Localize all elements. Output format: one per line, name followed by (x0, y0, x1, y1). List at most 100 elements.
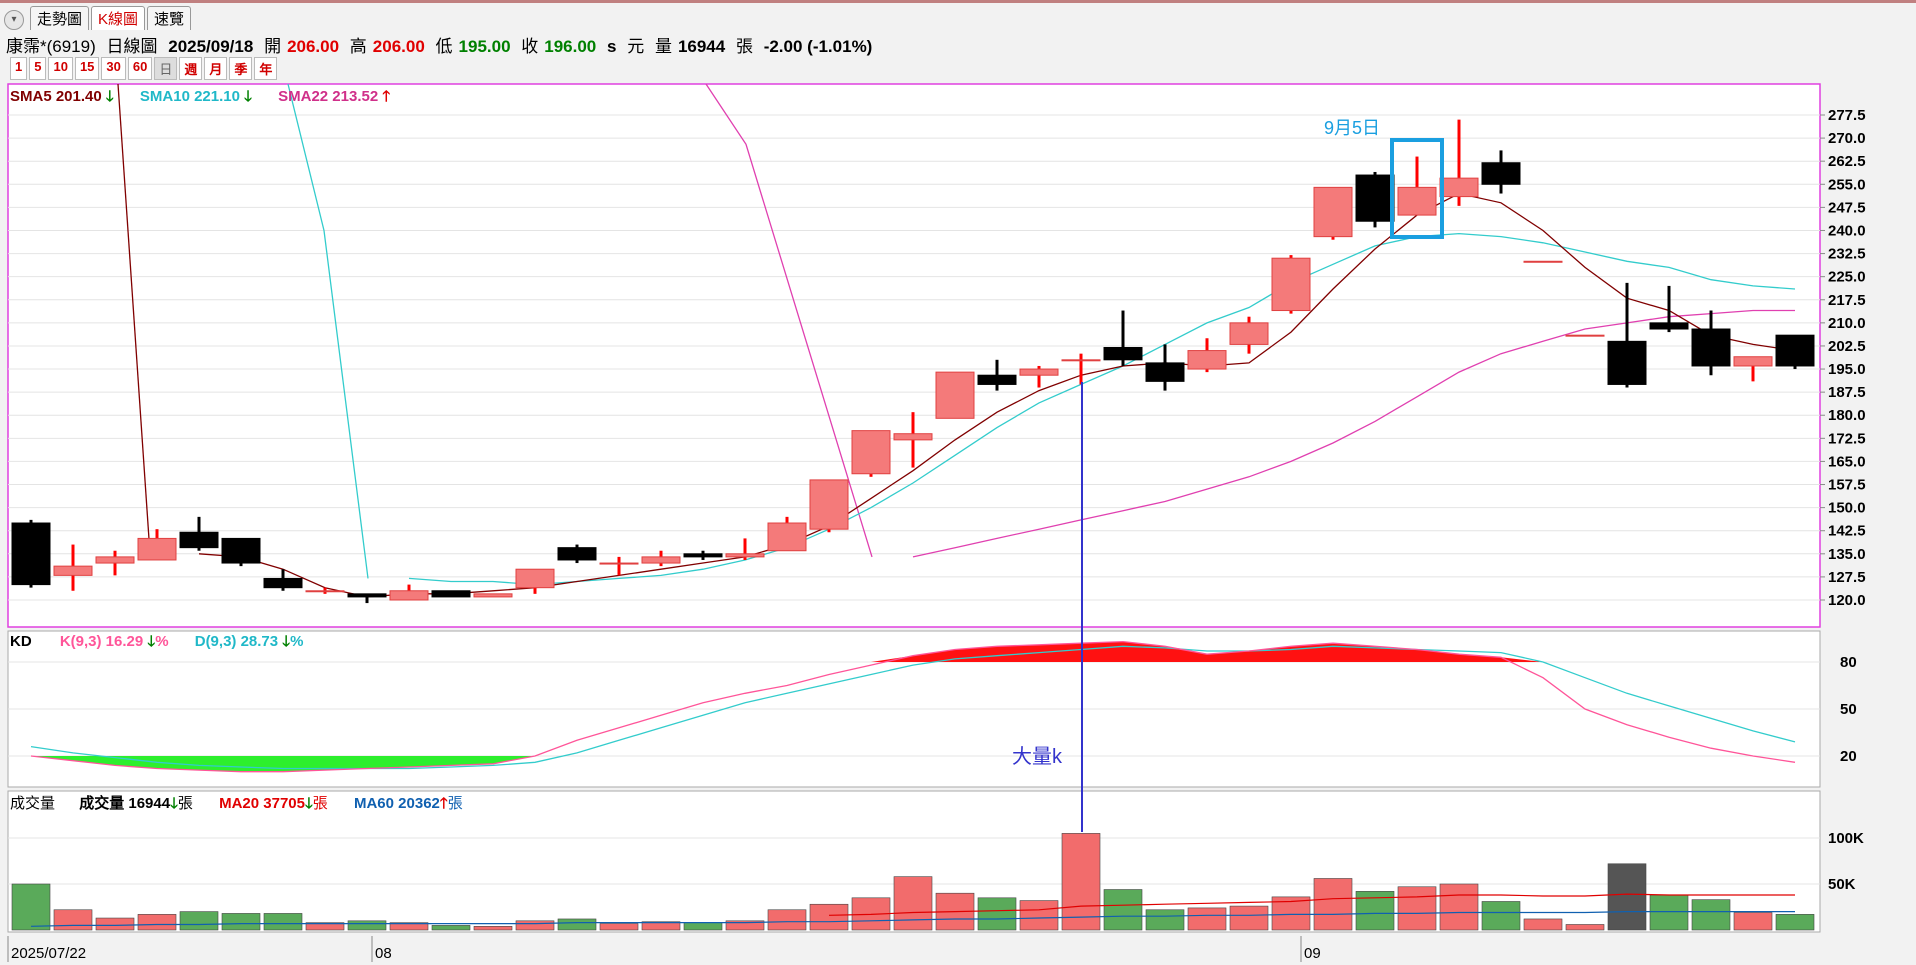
dropdown-icon[interactable]: ▾ (4, 10, 24, 30)
tab-kline[interactable]: K線圖 (91, 6, 146, 30)
kd-k-pct: % (155, 633, 169, 650)
tab-bar: ▾ 走勢圖 K線圖 速覽 (4, 6, 193, 30)
down-arrow-icon: 🡓 (282, 633, 291, 650)
candle-body (977, 374, 1017, 385)
period-year[interactable]: 年 (254, 57, 278, 80)
tab-trend[interactable]: 走勢圖 (30, 6, 90, 30)
candle-body (431, 590, 471, 598)
volume-bar (11, 883, 51, 931)
candle-body (641, 556, 681, 564)
volume-bar (809, 903, 849, 931)
price-tick-label: 172.5 (1828, 430, 1866, 447)
period-month[interactable]: 月 (204, 57, 228, 80)
candle-body (1481, 162, 1521, 185)
period-5min[interactable]: 5 (29, 57, 47, 80)
volume-bar (95, 917, 135, 931)
ma60-label: MA60 20362 (353, 795, 440, 812)
down-arrow-icon: 🡓 (244, 88, 252, 105)
period-60min[interactable]: 60 (127, 57, 153, 80)
candle-body (1271, 257, 1311, 312)
candle-body (473, 593, 513, 598)
price-unit: 元 (627, 37, 645, 56)
candle-body (935, 371, 975, 419)
down-arrow-icon: 🡓 (147, 633, 156, 650)
volume-bar (977, 897, 1017, 931)
price-tick-label: 255.0 (1828, 176, 1866, 193)
price-tick-label: 127.5 (1828, 569, 1866, 586)
volume-bar (221, 913, 261, 931)
candle-body (347, 593, 387, 598)
kd-d-label: D(9,3) 28.73 (194, 633, 279, 650)
kd-tick-label: 50 (1840, 701, 1857, 718)
candle-body (1733, 356, 1773, 367)
candle-body (53, 565, 93, 576)
ma20-label: MA20 37705 (219, 795, 305, 812)
candle-body (767, 522, 807, 552)
volume-bar (179, 911, 219, 931)
candle-body (179, 531, 219, 549)
x-label-start: 2025/07/22 (11, 945, 86, 962)
open-value: 206.00 (287, 37, 340, 56)
candle-body (809, 479, 849, 530)
candle-body (599, 562, 639, 565)
volume-bar (1229, 905, 1269, 931)
kd-legend: KD K(9,3) 16.29 🡓% D(9,3) 28.73 🡓% (10, 631, 325, 656)
candle-body (221, 537, 261, 564)
candle-body (515, 568, 555, 589)
price-tick-label: 120.0 (1828, 592, 1866, 609)
period-day[interactable]: 日 (154, 57, 178, 80)
sma10-label: SMA10 221.10 (139, 88, 240, 105)
candle-body (1229, 322, 1269, 345)
price-tick-label: 135.0 (1828, 546, 1866, 563)
down-arrow-icon: 🡓 (304, 795, 313, 812)
candle-body (1439, 177, 1479, 198)
volume-unit: 張 (735, 37, 753, 56)
kd-title: KD (10, 633, 32, 650)
candle-body (1355, 174, 1395, 222)
volume-bar (557, 918, 597, 931)
highlight-box (1390, 138, 1444, 239)
volume-bar (1187, 907, 1227, 931)
period-week[interactable]: 週 (179, 57, 203, 80)
volume-bar (1439, 883, 1479, 931)
volume-bar (767, 909, 807, 931)
price-tick-label: 150.0 (1828, 500, 1866, 517)
kd-tick-label: 80 (1840, 654, 1857, 671)
tab-quick[interactable]: 速覽 (147, 6, 192, 30)
annotation-big-volume: 大量k (1012, 746, 1062, 768)
volume-bar (683, 922, 723, 931)
quote-date: 2025/09/18 (168, 37, 254, 56)
sma5-line-lead (117, 83, 151, 554)
candle-body (95, 556, 135, 564)
period-30min[interactable]: 30 (101, 57, 126, 80)
volume-bar (473, 926, 513, 931)
kd-oversold-fill (31, 756, 535, 772)
kd-overbought-fill (829, 641, 1543, 662)
volume-bar (1733, 912, 1773, 931)
sma22-line (912, 309, 1795, 558)
kd-k-line (30, 640, 1796, 773)
volume-bar (1481, 901, 1521, 931)
price-tick-label: 225.0 (1828, 269, 1866, 286)
period-1min[interactable]: 1 (10, 57, 28, 80)
candle-body (1313, 186, 1353, 238)
volume-bar (305, 922, 345, 931)
price-tick-label: 157.5 (1828, 477, 1866, 494)
stock-name: 康霈*(6919) (6, 37, 96, 56)
price-tick-label: 232.5 (1828, 246, 1866, 263)
period-15min[interactable]: 15 (74, 57, 100, 80)
candle-body (851, 430, 891, 475)
volume-tick-label: 100K (1828, 830, 1864, 847)
price-tick-label: 202.5 (1828, 338, 1866, 355)
volume-bar (53, 909, 93, 931)
kd-tick-label: 20 (1840, 748, 1857, 765)
price-tick-label: 210.0 (1828, 315, 1866, 332)
down-arrow-icon: 🡓 (170, 795, 178, 812)
volume-ma60-line (30, 910, 1795, 927)
period-quarter[interactable]: 季 (229, 57, 253, 80)
change-value: -2.00 (-1.01%) (763, 37, 873, 56)
volume-bar (1313, 878, 1353, 931)
volume-bar (263, 913, 303, 931)
period-10min[interactable]: 10 (48, 57, 73, 80)
